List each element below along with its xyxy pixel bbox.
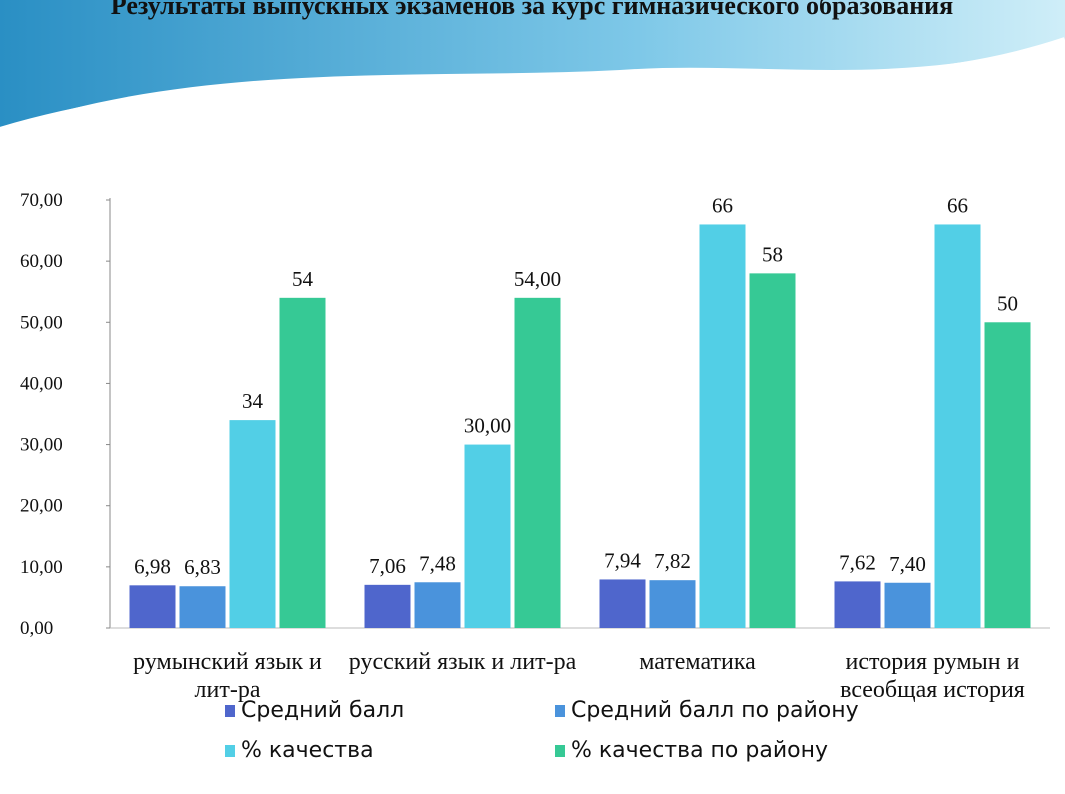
legend-swatch — [225, 745, 235, 757]
legend-swatch — [555, 705, 565, 717]
value-label: 66 — [712, 193, 733, 217]
value-label: 7,82 — [654, 549, 691, 573]
y-tick-label: 20,00 — [20, 496, 63, 517]
bar — [884, 582, 931, 628]
y-tick-label: 0,00 — [20, 618, 53, 639]
chart-title: Результаты выпускных экзаменов за курс г… — [111, 0, 953, 20]
bar — [649, 580, 696, 628]
x-tick-label: русский язык и лит-ра — [348, 649, 577, 675]
bar — [699, 224, 746, 628]
bar — [599, 579, 646, 628]
header-swoosh — [0, 0, 1065, 130]
value-label: 54 — [292, 267, 314, 291]
legend-item: % качества по району — [555, 738, 828, 763]
y-tick-label: 10,00 — [20, 557, 63, 578]
bar — [129, 585, 176, 628]
value-label: 6,83 — [184, 555, 221, 579]
value-label: 50 — [997, 291, 1018, 315]
value-label: 54,00 — [514, 267, 561, 291]
x-tick-label: математика — [639, 649, 756, 675]
bar — [179, 586, 226, 628]
bar — [834, 581, 881, 628]
legend-swatch — [225, 705, 235, 717]
bar — [279, 297, 326, 628]
legend-label: Средний балл по району — [571, 698, 859, 723]
bar — [229, 420, 276, 628]
legend-item: Средний балл по району — [555, 698, 859, 723]
value-label: 7,94 — [604, 548, 641, 572]
bar — [984, 322, 1031, 628]
value-label: 34 — [242, 389, 264, 413]
value-label: 7,62 — [839, 550, 876, 574]
y-tick-label: 70,00 — [20, 190, 63, 211]
legend-label: % качества по району — [571, 738, 828, 763]
legend-item: % качества — [225, 738, 374, 763]
value-label: 66 — [947, 193, 968, 217]
value-label: 30,00 — [464, 414, 511, 438]
legend-item: Средний балл — [225, 698, 404, 723]
y-tick-label: 30,00 — [20, 435, 63, 456]
value-label: 58 — [762, 242, 783, 266]
bar — [464, 444, 511, 628]
value-label: 7,48 — [419, 551, 456, 575]
legend-swatch — [555, 745, 565, 757]
bar — [514, 297, 561, 628]
legend-label: Средний балл — [241, 698, 405, 723]
y-tick-label: 40,00 — [20, 373, 63, 394]
bar — [414, 582, 461, 628]
value-label: 7,06 — [369, 554, 406, 578]
bar — [934, 224, 981, 628]
y-tick-label: 60,00 — [20, 251, 63, 272]
value-label: 7,40 — [889, 552, 926, 576]
legend-label: % качества — [241, 738, 374, 763]
bar — [364, 584, 411, 628]
x-tick-label: румынский язык и лит-ра — [133, 649, 322, 703]
bar — [749, 273, 796, 628]
header-swoosh-line — [0, 37, 1065, 133]
value-label: 6,98 — [134, 554, 171, 578]
y-tick-label: 50,00 — [20, 312, 63, 333]
x-tick-label: история румын и всеобщая история — [840, 649, 1025, 703]
